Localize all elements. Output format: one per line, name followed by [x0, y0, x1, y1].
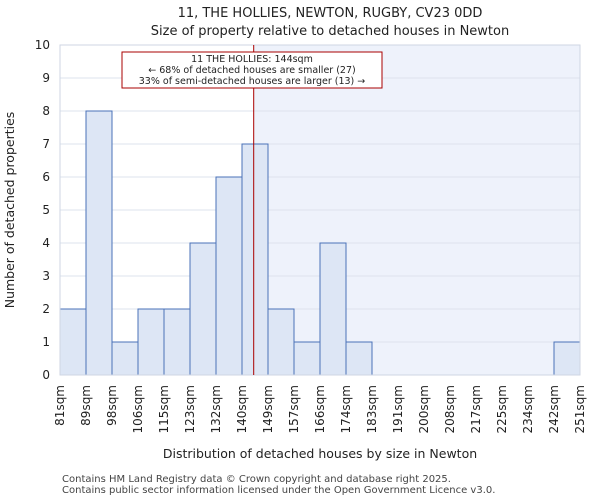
x-tick-98sqm: 98sqm [105, 385, 119, 426]
annotation-line-2: ← 68% of detached houses are smaller (27… [148, 65, 355, 76]
x-tick-81sqm: 81sqm [53, 385, 67, 426]
bar-123sqm [189, 242, 217, 376]
y-tick-1: 1 [42, 335, 50, 349]
annotation-box: 11 THE HOLLIES: 144sqm ← 68% of detached… [121, 51, 383, 89]
x-tick-208sqm: 208sqm [443, 385, 457, 433]
x-tick-149sqm: 149sqm [261, 385, 275, 433]
bar-115sqm [163, 308, 191, 376]
y-tick-6: 6 [42, 170, 50, 184]
x-tick-166sqm: 166sqm [313, 385, 327, 433]
chart-subtitle: Size of property relative to detached ho… [151, 24, 509, 39]
y-tick-9: 9 [42, 71, 50, 85]
y-tick-7: 7 [42, 137, 50, 151]
bars [59, 110, 581, 376]
bar-242sqm [553, 341, 581, 376]
x-tick-174sqm: 174sqm [339, 385, 353, 433]
footer-line-2: Contains public sector information licen… [62, 485, 496, 496]
x-tick-191sqm: 191sqm [391, 385, 405, 433]
y-tick-0: 0 [42, 368, 50, 382]
x-axis-label: Distribution of detached houses by size … [163, 446, 477, 461]
bar-98sqm [111, 341, 139, 376]
x-tick-106sqm: 106sqm [131, 385, 145, 433]
bar-132sqm [215, 176, 243, 376]
bar-174sqm [345, 341, 373, 376]
x-tick-115sqm: 115sqm [157, 385, 171, 433]
x-tick-225sqm: 225sqm [495, 385, 509, 433]
x-tick-89sqm: 89sqm [79, 385, 93, 426]
y-tick-5: 5 [42, 203, 50, 217]
x-tick-132sqm: 132sqm [209, 385, 223, 433]
bar-89sqm [85, 110, 113, 376]
annotation-line-3: 33% of semi-detached houses are larger (… [139, 76, 366, 87]
x-tick-242sqm: 242sqm [547, 385, 561, 433]
x-tick-251sqm: 251sqm [573, 385, 587, 433]
bar-149sqm [267, 308, 295, 376]
y-tick-2: 2 [42, 302, 50, 316]
y-tick-10: 10 [35, 38, 50, 52]
plot-frame [59, 44, 581, 376]
y-axis-label: Number of detached properties [2, 112, 17, 309]
x-tick-217sqm: 217sqm [469, 385, 483, 433]
y-tick-3: 3 [42, 269, 50, 283]
x-tick-157sqm: 157sqm [287, 385, 301, 433]
y-tick-8: 8 [42, 104, 50, 118]
annotation-line-1: 11 THE HOLLIES: 144sqm [191, 54, 313, 65]
x-tick-200sqm: 200sqm [417, 385, 431, 433]
x-tick-140sqm: 140sqm [235, 385, 249, 433]
bar-157sqm [293, 341, 321, 376]
x-tick-labels: 81sqm 89sqm 98sqm 106sqm 115sqm 123sqm 132sqm 1… [53, 385, 587, 433]
footer-line-1: Contains HM Land Registry data © Crown c… [62, 474, 451, 485]
x-tick-183sqm: 183sqm [365, 385, 379, 433]
y-tick-labels: 0 1 2 3 4 5 6 7 8 9 10 [35, 38, 50, 382]
chart-title: 11, THE HOLLIES, NEWTON, RUGBY, CV23 0DD [178, 6, 483, 21]
bar-106sqm [137, 308, 165, 376]
bar-166sqm [319, 242, 347, 376]
x-tick-234sqm: 234sqm [521, 385, 535, 433]
bar-140sqm [241, 143, 269, 376]
y-tick-4: 4 [42, 236, 50, 250]
x-tick-123sqm: 123sqm [183, 385, 197, 433]
bar-81sqm [59, 308, 87, 376]
